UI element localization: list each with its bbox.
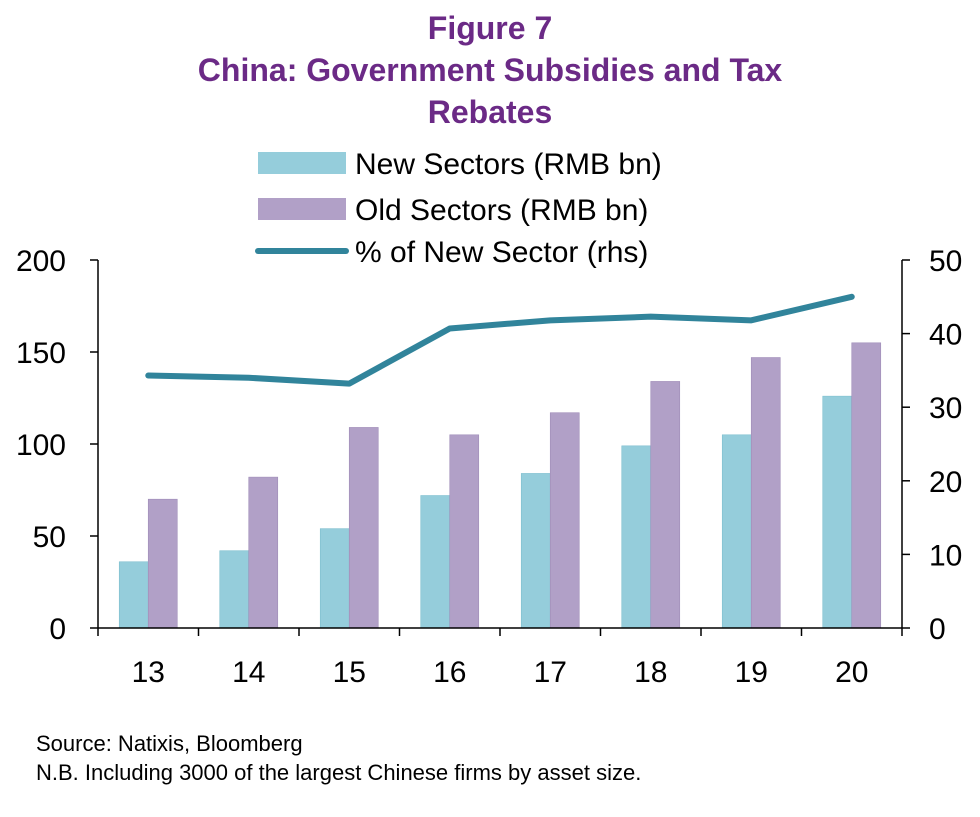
right-tick-label-30: 30	[929, 392, 962, 425]
x-tick-label-16: 16	[433, 656, 466, 689]
legend-old-sectors-label: Old Sectors (RMB bn)	[355, 194, 648, 227]
right-tick-label-20: 20	[929, 466, 962, 499]
x-tick-label-15: 15	[333, 656, 366, 689]
new-sector-bar-20	[822, 395, 853, 629]
right-tick-label-10: 10	[929, 539, 962, 572]
legend-new-sectors-label: New Sectors (RMB bn)	[355, 148, 662, 181]
source-note: Source: Natixis, Bloomberg	[36, 731, 303, 756]
legend-pct-new-sector-label: % of New Sector (rhs)	[355, 236, 648, 269]
old-sector-bar-15	[348, 427, 379, 629]
old-sector-bar-14	[248, 476, 279, 629]
legend-new-sectors-swatch	[258, 152, 346, 174]
right-tick-label-40: 40	[929, 319, 962, 352]
old-sector-bar-13	[147, 498, 178, 629]
new-sector-bar-19	[721, 434, 752, 629]
legend-old-sectors: Old Sectors (RMB bn)	[258, 194, 648, 227]
chart-title-line-2: China: Government Subsidies and Tax	[197, 52, 783, 88]
new-sector-bar-15	[319, 528, 350, 629]
chart-title-line-1: Figure 7	[427, 10, 553, 46]
legend-new-sectors: New Sectors (RMB bn)	[258, 148, 662, 181]
left-tick-label-0: 0	[49, 613, 66, 646]
legend-old-sectors-swatch	[258, 198, 346, 220]
right-tick-label-0: 0	[929, 613, 946, 646]
legend-pct-new-sector: % of New Sector (rhs)	[255, 236, 648, 269]
x-tick-label-18: 18	[634, 656, 667, 689]
old-sector-bar-17	[549, 412, 580, 629]
old-sector-bar-19	[750, 357, 781, 629]
legend: New Sectors (RMB bn) Old Sectors (RMB bn)…	[255, 148, 662, 269]
old-sector-bar-20	[851, 342, 882, 629]
right-tick-label-50: 50	[929, 245, 962, 278]
x-tick-label-17: 17	[534, 656, 567, 689]
x-tick-label-19: 19	[735, 656, 768, 689]
x-tick-label-13: 13	[132, 656, 165, 689]
left-tick-label-100: 100	[16, 429, 66, 462]
axes: 0 50 100 150 200 0 10 20 30 40 50 13 14 15 16 17 18 19 20	[16, 245, 962, 689]
left-tick-label-150: 150	[16, 337, 66, 370]
left-tick-label-50: 50	[33, 521, 66, 554]
old-sector-bar-18	[650, 381, 681, 629]
chart-canvas: New Sectors (RMB bn) Old Sectors (RMB bn)…	[16, 148, 962, 689]
new-sector-bar-16	[420, 495, 451, 629]
old-sector-bar-16	[449, 434, 480, 629]
new-sector-bar-14	[219, 550, 250, 629]
line-layer	[145, 293, 855, 387]
bars	[118, 342, 882, 629]
x-tick-label-20: 20	[835, 656, 868, 689]
x-tick-label-14: 14	[232, 656, 265, 689]
pct-new-sector-line	[145, 293, 855, 387]
new-sector-bar-17	[520, 473, 551, 629]
new-sector-bar-18	[621, 445, 652, 629]
new-sector-bar-13	[118, 561, 149, 629]
left-tick-label-200: 200	[16, 245, 66, 278]
chart-title-line-3: Rebates	[427, 94, 553, 130]
footnote: N.B. Including 3000 of the largest Chine…	[36, 760, 642, 785]
